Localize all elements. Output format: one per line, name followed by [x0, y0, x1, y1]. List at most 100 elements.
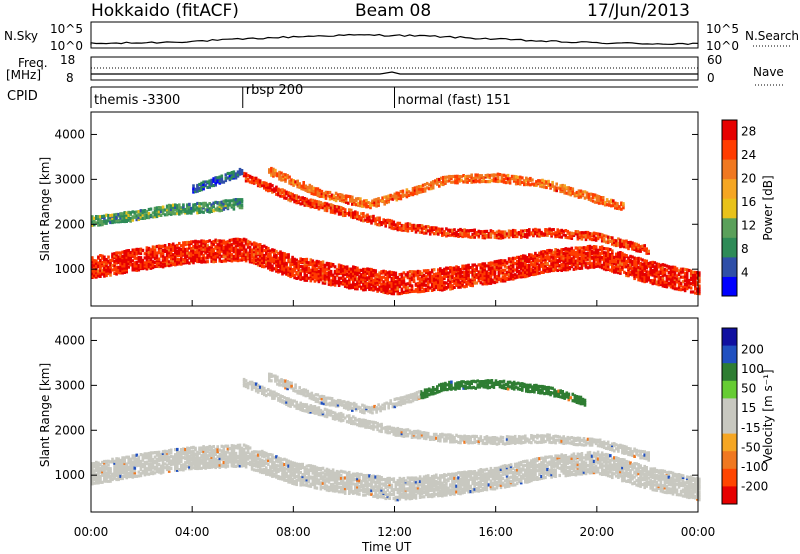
heatmap-cell — [372, 272, 375, 276]
heatmap-cell — [301, 276, 304, 280]
heatmap-cell — [117, 476, 120, 480]
heatmap-cell — [308, 183, 312, 187]
heatmap-cell — [182, 452, 185, 456]
heatmap-cell — [600, 250, 604, 254]
heatmap-cell — [416, 284, 420, 288]
heatmap-cell — [365, 203, 368, 207]
heatmap-cell — [612, 199, 615, 203]
heatmap-cell — [250, 181, 254, 185]
heatmap-cell — [515, 231, 519, 235]
heatmap-cell — [330, 195, 334, 199]
heatmap-cell — [163, 466, 167, 470]
heatmap-cell — [93, 273, 96, 277]
heatmap-cell — [343, 268, 347, 272]
heatmap-cell — [373, 198, 376, 202]
heatmap-cell — [117, 271, 120, 275]
heatmap-cell — [576, 262, 580, 266]
heatmap-cell — [342, 200, 346, 204]
heatmap-cell — [420, 289, 424, 293]
heatmap-cell — [218, 239, 222, 243]
heatmap-cell — [348, 276, 351, 280]
heatmap-cell — [412, 270, 416, 274]
heatmap-cell — [204, 246, 207, 250]
heatmap-cell — [180, 209, 183, 213]
heatmap-cell — [254, 254, 258, 258]
heatmap-cell — [125, 462, 128, 466]
heatmap-cell — [527, 177, 530, 181]
heatmap-cell — [457, 273, 460, 277]
heatmap-cell — [176, 457, 179, 462]
heatmap-cell — [141, 263, 145, 267]
heatmap-cell — [238, 204, 242, 208]
heatmap-cell — [517, 271, 521, 275]
heatmap-cell — [214, 251, 217, 256]
heatmap-cell — [602, 247, 606, 251]
heatmap-cell — [611, 240, 614, 244]
heatmap-cell — [396, 292, 400, 296]
heatmap-cell — [360, 280, 363, 284]
heatmap-cell — [609, 256, 612, 260]
heatmap-cell — [147, 466, 151, 471]
heatmap-cell — [448, 174, 451, 179]
heatmap-cell — [377, 199, 380, 204]
heatmap-cell — [216, 445, 219, 449]
heatmap-cell — [174, 455, 177, 459]
heatmap-cell — [455, 265, 458, 269]
heatmap-cell — [279, 269, 282, 273]
heatmap-cell — [574, 230, 578, 234]
heatmap-cell — [396, 279, 400, 284]
heatmap-cell — [439, 283, 442, 288]
heatmap-cell — [606, 259, 610, 263]
heatmap-cell — [155, 263, 159, 267]
heatmap-cell — [596, 248, 600, 252]
heatmap-cell — [522, 264, 525, 268]
heatmap-cell — [477, 273, 481, 277]
heatmap-cell — [303, 278, 307, 282]
heatmap-cell — [190, 465, 193, 469]
heatmap-cell — [426, 277, 430, 281]
heatmap-cell — [590, 238, 594, 242]
heatmap-cell — [310, 188, 314, 193]
heatmap-cell — [588, 251, 592, 255]
heatmap-cell — [500, 173, 504, 177]
heatmap-cell — [627, 266, 630, 270]
heatmap-cell — [430, 270, 434, 274]
heatmap-cell — [99, 462, 102, 467]
heatmap-cell — [226, 240, 230, 244]
heatmap-cell — [176, 250, 179, 254]
heatmap-cell — [663, 270, 667, 274]
heatmap-cell — [101, 272, 104, 276]
heatmap-cell — [394, 281, 398, 286]
heatmap-cell — [534, 260, 537, 264]
heatmap-cell — [198, 466, 201, 470]
heatmap-cell — [206, 185, 209, 189]
heatmap-cell — [392, 289, 396, 293]
heatmap-cell — [206, 205, 209, 209]
heatmap-cell — [151, 255, 155, 259]
heatmap-cell — [297, 266, 300, 270]
heatmap-cell — [267, 252, 270, 256]
heatmap-cell — [198, 458, 201, 462]
heatmap-cell — [103, 469, 106, 473]
heatmap-cell — [236, 204, 240, 208]
heatmap-cell — [224, 450, 228, 454]
heatmap-cell — [105, 265, 108, 269]
heatmap-cell — [663, 263, 667, 267]
heatmap-cell — [258, 263, 262, 268]
heatmap-cell — [399, 194, 403, 198]
heatmap-cell — [569, 189, 573, 193]
heatmap-cell — [103, 263, 106, 267]
heatmap-cell — [411, 193, 415, 197]
heatmap-cell — [192, 184, 195, 188]
heatmap-cell — [115, 459, 118, 463]
heatmap-cell — [369, 206, 372, 210]
heatmap-cell — [180, 262, 183, 266]
heatmap-cell — [471, 267, 474, 271]
heatmap-cell — [263, 186, 266, 190]
heatmap-cell — [137, 249, 141, 253]
heatmap-cell — [246, 254, 250, 258]
heatmap-cell — [459, 277, 462, 281]
heatmap-cell — [204, 457, 207, 461]
heatmap-cell — [113, 259, 116, 263]
heatmap-cell — [169, 466, 173, 470]
